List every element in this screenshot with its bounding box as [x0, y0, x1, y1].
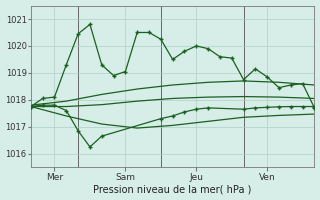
- X-axis label: Pression niveau de la mer( hPa ): Pression niveau de la mer( hPa ): [93, 184, 252, 194]
